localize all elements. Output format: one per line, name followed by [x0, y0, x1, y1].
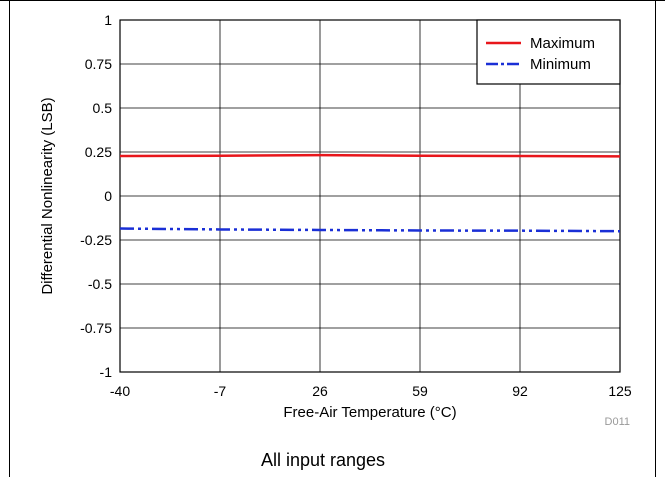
y-tick-label: 0.5 [93, 100, 113, 116]
legend-label-maximum: Maximum [530, 35, 595, 52]
figure-caption: All input ranges [261, 450, 385, 470]
x-tick-label: 92 [512, 383, 528, 399]
y-tick-label: 0 [104, 188, 112, 204]
y-axis-label: Differential Nonlinearity (LSB) [39, 97, 56, 294]
x-tick-label: -7 [214, 383, 227, 399]
y-tick-label: 0.75 [85, 56, 112, 72]
x-tick-label: 59 [412, 383, 428, 399]
legend: Maximum Minimum [476, 19, 621, 85]
series-line-minimum [119, 227, 621, 233]
legend-label-minimum: Minimum [530, 56, 591, 73]
x-tick-label: 125 [608, 383, 632, 399]
y-tick-label: -0.75 [80, 320, 112, 336]
series-layer [119, 153, 621, 233]
x-axis-label: Free-Air Temperature (°C) [283, 404, 456, 421]
y-tick-label: -0.5 [88, 276, 112, 292]
y-tick-label: -1 [100, 364, 113, 380]
y-tick-label: 0.25 [85, 144, 112, 160]
series-line-maximum [119, 153, 621, 158]
x-axis-ticks: -40 -7 26 59 92 125 [110, 383, 632, 399]
legend-box [476, 19, 621, 85]
y-axis-ticks: 1 0.75 0.5 0.25 0 -0.25 -0.5 -0.75 -1 [80, 12, 112, 380]
y-tick-label: 1 [104, 12, 112, 28]
plot-area-border [119, 19, 621, 373]
x-tick-label: 26 [312, 383, 328, 399]
x-tick-label: -40 [110, 383, 130, 399]
figure-code: D011 [605, 416, 630, 428]
y-tick-label: -0.25 [80, 232, 112, 248]
